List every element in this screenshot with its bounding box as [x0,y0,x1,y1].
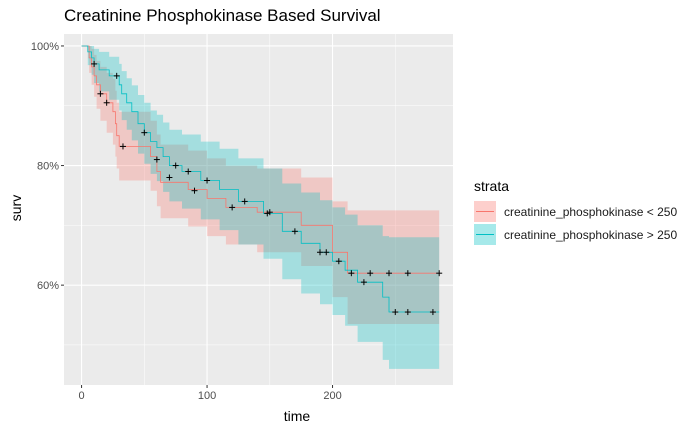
censor-mark-0-11 [386,270,393,277]
x-tick-label-0: 0 [79,390,85,402]
grid-major [64,34,453,385]
legend-item-high-cpk: creatinine_phosphokinase > 250 [474,223,677,246]
survival-curve-1 [81,45,440,313]
censor-mark-1-1 [113,72,120,79]
chart-title: Creatinine Phosphokinase Based Survival [64,6,381,25]
confidence-bands [81,46,440,369]
censor-mark-1-6 [241,198,248,205]
censor-mark-0-0 [97,90,104,97]
censor-mark-0-6 [229,204,236,211]
censor-mark-1-2 [141,129,148,136]
survival-curves [81,45,440,313]
y-tick-label-1: 80% [37,161,59,173]
censor-mark-1-10 [335,258,342,265]
legend-key-high-cpk [474,224,496,245]
censor-mark-1-0 [91,60,98,67]
censor-mark-1-12 [392,309,399,316]
legend-key-low-cpk [474,201,496,222]
censor-mark-1-7 [264,210,271,217]
censor-mark-0-3 [153,156,160,163]
censor-mark-0-9 [348,270,355,277]
censor-mark-1-13 [404,309,411,316]
legend-label-low-cpk: creatinine_phosphokinase < 250 [504,204,678,219]
y-axis: 60% 80% 100% [31,41,64,292]
censor-mark-0-2 [119,143,126,150]
censor-mark-1-5 [204,177,211,184]
censor-mark-0-12 [404,270,411,277]
legend-title: strata [474,178,510,194]
censor-mark-0-10 [367,270,374,277]
censor-mark-0-8 [316,249,323,256]
censor-mark-0-1 [103,99,110,106]
censor-marks [91,60,443,316]
x-axis-label: time [283,408,311,424]
legend-label-high-cpk: creatinine_phosphokinase > 250 [504,227,678,242]
censor-mark-1-11 [360,279,367,286]
survival-curve-0 [81,45,440,274]
confidence-band-0 [81,46,440,324]
x-axis: 0 100 200 [79,385,342,402]
censor-mark-1-14 [429,309,436,316]
x-tick-label-1: 100 [198,390,216,402]
censor-mark-0-5 [191,187,198,194]
y-tick-label-0: 60% [37,280,59,292]
y-axis-label: surv [8,194,24,222]
censor-mark-1-4 [185,168,192,175]
censor-mark-0-13 [436,270,443,277]
censor-mark-1-3 [172,162,179,169]
y-tick-label-2: 100% [31,41,59,53]
legend: strata creatinine_phosphokinase < 250 cr… [474,178,677,246]
censor-mark-0-7 [266,209,273,216]
legend-item-low-cpk: creatinine_phosphokinase < 250 [474,200,677,223]
plot-panel [64,34,453,385]
censor-mark-1-9 [323,249,330,256]
censor-mark-1-8 [291,228,298,235]
x-tick-label-2: 200 [323,390,341,402]
confidence-band-1 [81,46,440,369]
censor-mark-0-4 [166,174,173,181]
